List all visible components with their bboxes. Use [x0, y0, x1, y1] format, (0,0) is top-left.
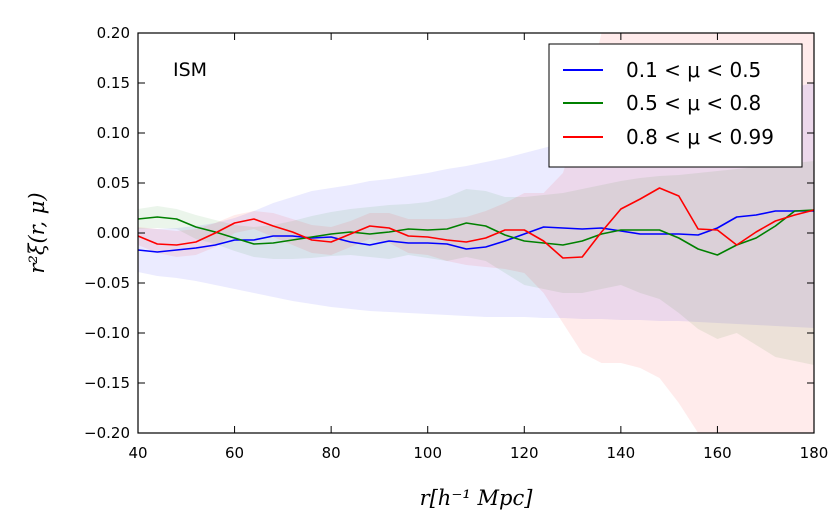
y-tick-label: 0.00: [97, 224, 130, 242]
x-tick-label: 60: [225, 444, 244, 462]
y-tick-label: 0.15: [97, 74, 130, 92]
annotation-label: ISM: [173, 59, 207, 81]
x-axis-ticks: 40 60 80 100 120 140 160 180: [128, 33, 828, 462]
x-tick-label: 100: [413, 444, 442, 462]
y-tick-label: −0.15: [84, 374, 130, 392]
y-tick-label: 0.20: [97, 24, 130, 42]
x-tick-label: 160: [703, 444, 732, 462]
line-series-3: [138, 187, 814, 259]
y-tick-label: −0.10: [84, 324, 130, 342]
y-tick-label: −0.05: [84, 274, 130, 292]
line-series-1: [138, 210, 814, 253]
legend-label-series-3: 0.8 < μ < 0.99: [626, 125, 774, 149]
x-tick-label: 180: [800, 444, 829, 462]
line-series-2: [138, 209, 814, 256]
series-lines: [138, 187, 814, 259]
legend-label-series-1: 0.1 < μ < 0.5: [626, 58, 761, 82]
y-tick-label: 0.05: [97, 174, 130, 192]
legend: 0.1 < μ < 0.5 0.5 < μ < 0.8 0.8 < μ < 0.…: [548, 43, 803, 168]
y-axis-ticks: −0.20 −0.15 −0.10 −0.05 0.00 0.05 0.10 0.15 0.20: [84, 24, 814, 442]
legend-box: [548, 43, 803, 168]
x-tick-label: 140: [607, 444, 636, 462]
x-axis-label: r[h⁻¹ Mpc]: [420, 486, 534, 510]
x-tick-label: 40: [128, 444, 147, 462]
legend-label-series-2: 0.5 < μ < 0.8: [626, 91, 761, 115]
y-tick-label: 0.10: [97, 124, 130, 142]
x-tick-label: 120: [510, 444, 539, 462]
band-series-2: [138, 161, 814, 365]
y-tick-label: −0.20: [84, 424, 130, 442]
x-tick-label: 80: [322, 444, 341, 462]
y-axis-label: r²ξ(r, μ): [25, 192, 49, 273]
